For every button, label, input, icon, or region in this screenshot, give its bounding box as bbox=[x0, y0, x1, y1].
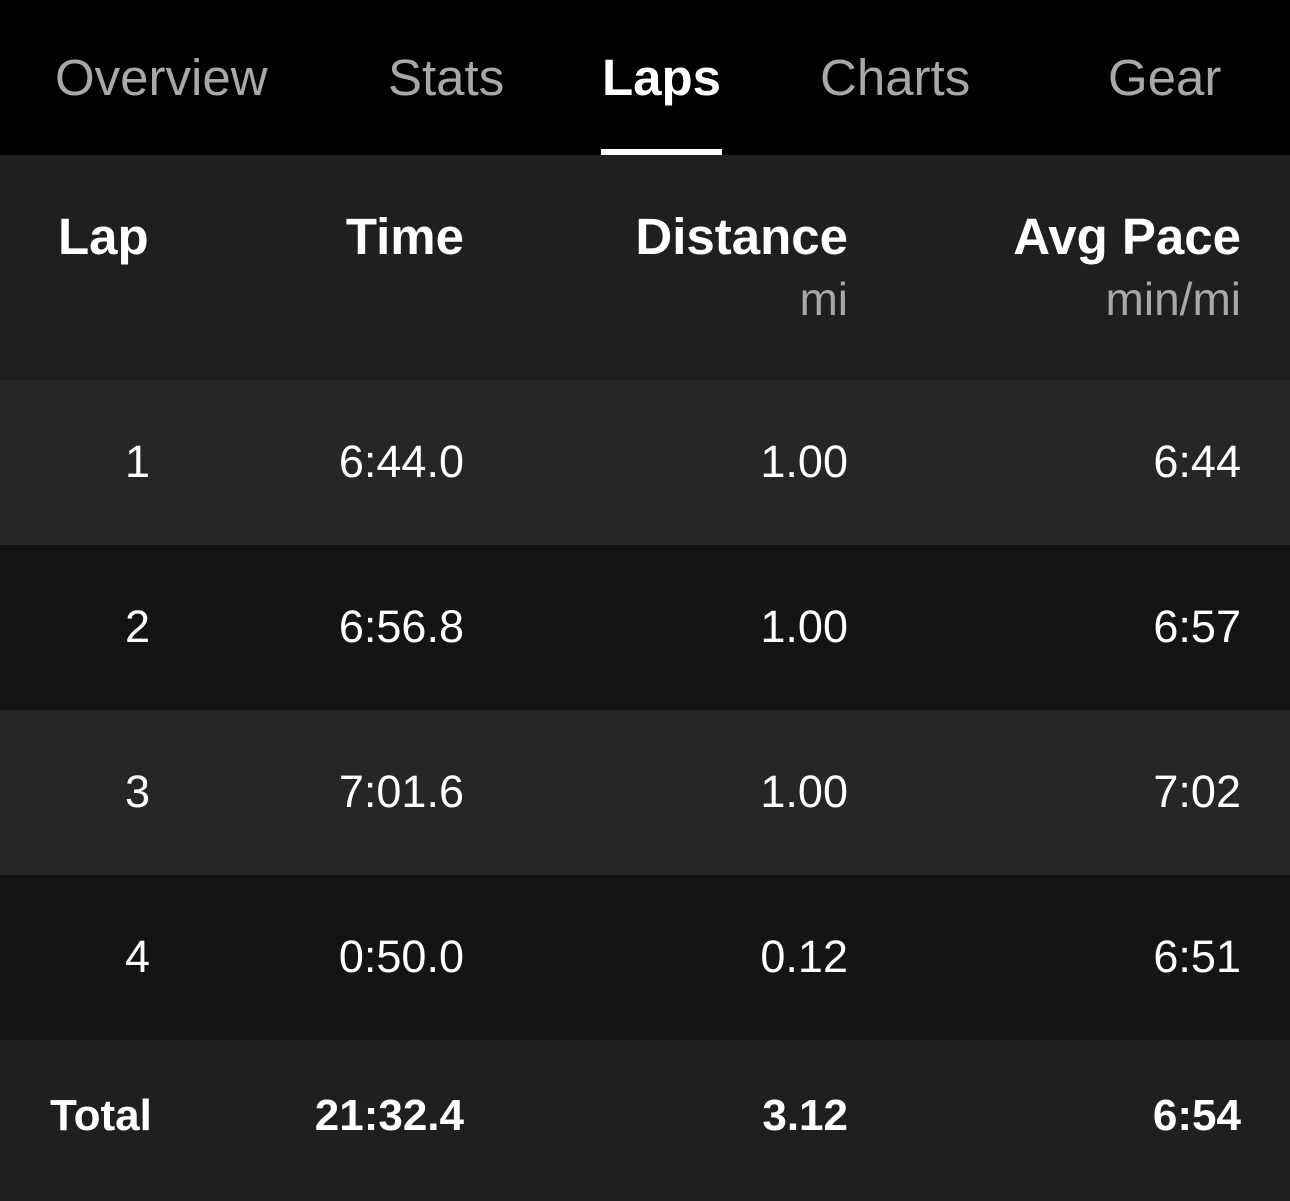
header-lap: Lap bbox=[58, 208, 149, 265]
lap-distance: 1.00 bbox=[760, 436, 848, 487]
lap-time: 6:56.8 bbox=[338, 601, 464, 652]
lap-pace: 6:44 bbox=[1153, 436, 1241, 487]
total-pace: 6:54 bbox=[1152, 1091, 1241, 1140]
lap-time: 0:50.0 bbox=[338, 931, 464, 982]
lap-number: 3 bbox=[124, 766, 150, 817]
total-distance: 3.12 bbox=[762, 1091, 848, 1140]
tab-charts[interactable]: Charts bbox=[820, 49, 971, 106]
total-label: Total bbox=[50, 1091, 152, 1140]
lap-number: 4 bbox=[124, 931, 150, 982]
tab-stats[interactable]: Stats bbox=[388, 49, 505, 106]
total-row: Total 21:32.4 3.12 6:54 bbox=[0, 1040, 1290, 1201]
lap-distance: 1.00 bbox=[760, 766, 848, 817]
table-row: 4 0:50.0 0.12 6:51 bbox=[0, 875, 1290, 1040]
lap-distance: 1.00 bbox=[760, 601, 848, 652]
header-pace-unit: min/mi bbox=[1105, 273, 1241, 325]
header-pace: Avg Pace bbox=[1013, 208, 1241, 265]
lap-pace: 6:57 bbox=[1153, 601, 1241, 652]
tab-bar: Overview Stats Laps Charts Gear bbox=[0, 0, 1290, 155]
tab-laps[interactable]: Laps bbox=[602, 49, 722, 106]
table-row: 1 6:44.0 1.00 6:44 bbox=[0, 380, 1290, 545]
lap-time: 7:01.6 bbox=[338, 766, 464, 817]
active-tab-indicator bbox=[601, 149, 722, 155]
lap-pace: 7:02 bbox=[1153, 766, 1241, 817]
table-row: 3 7:01.6 1.00 7:02 bbox=[0, 710, 1290, 875]
header-distance-unit: mi bbox=[799, 273, 848, 325]
lap-number: 1 bbox=[124, 436, 150, 487]
header-distance: Distance bbox=[635, 208, 848, 265]
lap-number: 2 bbox=[124, 601, 150, 652]
lap-time: 6:44.0 bbox=[338, 436, 464, 487]
tab-overview[interactable]: Overview bbox=[55, 49, 268, 106]
table-row: 2 6:56.8 1.00 6:57 bbox=[0, 545, 1290, 710]
header-time: Time bbox=[345, 208, 464, 265]
lap-distance: 0.12 bbox=[760, 931, 848, 982]
lap-pace: 6:51 bbox=[1153, 931, 1241, 982]
total-time: 21:32.4 bbox=[314, 1091, 464, 1140]
tab-gear[interactable]: Gear bbox=[1108, 49, 1222, 106]
table-header: Lap Time Distance mi Avg Pace min/mi bbox=[0, 155, 1290, 380]
